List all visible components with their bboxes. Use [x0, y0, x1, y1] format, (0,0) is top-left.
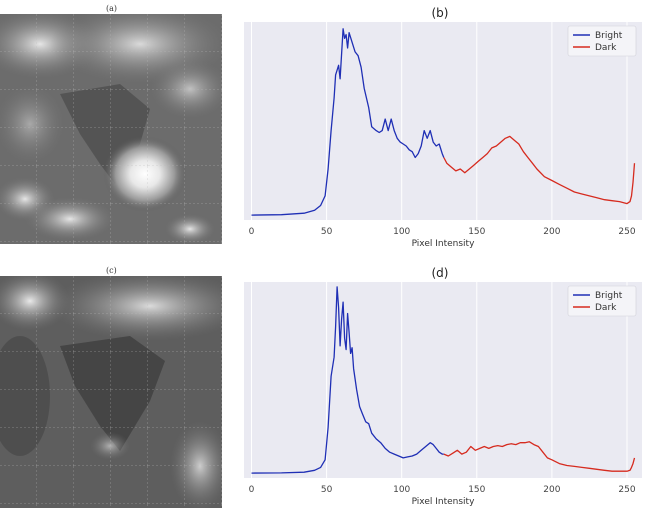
- series-line-d-dark: [443, 441, 636, 472]
- satellite-image-a: [0, 14, 222, 244]
- legend-label-b-bright: Bright: [595, 31, 623, 41]
- chart-title-d: (d): [431, 266, 449, 280]
- x-tick-label-d-0: 0: [249, 485, 255, 495]
- x-tick-label-d-3: 150: [468, 485, 485, 495]
- satellite-image-c: [0, 276, 222, 508]
- legend-label-d-bright: Bright: [595, 291, 623, 301]
- series-line-b-dark: [443, 135, 636, 205]
- legend-label-b-dark: Dark: [595, 43, 617, 53]
- legend-d: [567, 285, 637, 317]
- x-tick-label-b-5: 250: [618, 227, 635, 237]
- series-line-d-bright: [251, 286, 444, 474]
- panel-label-c: (c): [106, 266, 117, 275]
- chart-b-svg: 0 50 100 150 200 250 Pixel Intensity Bright Dark: [244, 22, 642, 249]
- legend-b: [567, 25, 637, 57]
- legend-label-d-dark: Dark: [595, 303, 617, 313]
- x-axis-label-d: Pixel Intensity: [412, 497, 476, 507]
- x-tick-label-b-2: 100: [393, 227, 410, 237]
- chart-b: 0 50 100 150 200 250 Pixel Intensity Bright Dark: [236, 22, 646, 252]
- chart-title-b: (b): [431, 6, 449, 20]
- x-axis-label-b: Pixel Intensity: [412, 239, 476, 249]
- x-tick-label-d-2: 100: [393, 485, 410, 495]
- chart-d: 0 50 100 150 200 250 Pixel Intensity Bright Dark: [236, 282, 646, 510]
- x-tick-label-b-3: 150: [468, 227, 485, 237]
- x-tick-label-b-0: 0: [249, 227, 255, 237]
- x-tick-label-d-1: 50: [321, 485, 333, 495]
- x-tick-label-b-4: 200: [543, 227, 560, 237]
- series-line-b-bright: [251, 28, 445, 216]
- x-tick-label-d-5: 250: [618, 485, 635, 495]
- x-tick-label-d-4: 200: [543, 485, 560, 495]
- x-tick-label-b-1: 50: [321, 227, 333, 237]
- panel-label-a: (a): [106, 4, 118, 13]
- chart-d-svg: 0 50 100 150 200 250 Pixel Intensity Bright Dark: [244, 282, 642, 507]
